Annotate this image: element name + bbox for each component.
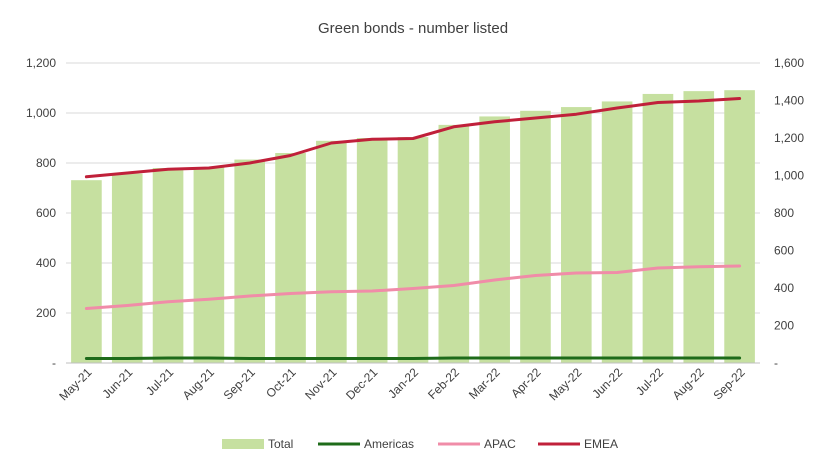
x-tick-label: Sep-22: [710, 365, 747, 402]
legend-label: APAC: [484, 437, 516, 451]
x-tick-label: Dec-21: [343, 365, 380, 402]
x-tick-label: Mar-22: [466, 365, 503, 402]
left-tick-label: 200: [36, 306, 56, 320]
chart-title: Green bonds - number listed: [318, 20, 508, 37]
left-tick-label: -: [52, 356, 56, 370]
right-tick-label: -: [774, 356, 778, 370]
right-tick-label: 200: [774, 319, 794, 333]
legend-item-americas: Americas: [318, 437, 414, 451]
total-bar: [601, 101, 633, 363]
series-line-americas: [84, 356, 742, 360]
legend-label: EMEA: [584, 437, 618, 451]
right-y-axis: - 200 400 600 800 1,000 1,200 1,400 1,600: [774, 56, 804, 370]
right-tick-label: 600: [774, 244, 794, 258]
total-bar: [275, 153, 306, 363]
x-tick-label: Apr-22: [508, 365, 544, 401]
x-tick-label: May-22: [546, 365, 584, 403]
legend-item-emea: EMEA: [538, 437, 618, 451]
left-tick-label: 1,000: [26, 106, 56, 120]
total-bar: [356, 138, 388, 363]
right-tick-label: 1,200: [774, 131, 804, 145]
x-tick-label: Jul-21: [143, 365, 176, 398]
total-bar: [520, 110, 551, 363]
series-line-apac: [84, 264, 742, 310]
x-tick-label: Oct-21: [263, 365, 299, 401]
legend: Total Americas APAC EMEA: [222, 437, 618, 451]
total-bar: [316, 140, 347, 363]
total-bar: [111, 173, 143, 363]
total-bar: [397, 137, 429, 363]
total-bar: [152, 168, 184, 363]
legend-item-total: Total: [222, 437, 293, 451]
total-bar: [71, 180, 102, 363]
x-tick-label: Jul-22: [633, 365, 666, 398]
x-tick-label: Nov-21: [302, 365, 339, 402]
right-tick-label: 400: [774, 281, 794, 295]
x-tick-label: Sep-21: [221, 365, 258, 402]
legend-label: Total: [268, 437, 293, 451]
total-bars: [71, 90, 755, 363]
total-bar: [193, 167, 225, 363]
right-tick-label: 800: [774, 206, 794, 220]
total-bar: [642, 93, 674, 363]
total-bar: [724, 90, 755, 363]
x-axis: May-21 Jun-21 Jul-21 Aug-21 Sep-21 Oct-21 Nov-…: [56, 362, 760, 403]
total-bar: [438, 124, 470, 363]
left-y-axis: - 200 400 600 800 1,000 1,200: [26, 56, 56, 370]
legend-swatch: [222, 439, 264, 449]
total-bar: [234, 159, 266, 363]
x-tick-label: Jun-22: [589, 365, 625, 401]
total-bar: [560, 107, 592, 363]
x-tick-label: Jun-21: [100, 365, 136, 401]
right-tick-label: 1,600: [774, 56, 804, 70]
x-tick-label: Jan-22: [385, 365, 421, 401]
x-tick-label: May-21: [56, 365, 94, 403]
x-tick-label: Aug-22: [670, 365, 707, 402]
series-line-emea: [84, 97, 742, 179]
legend-label: Americas: [364, 437, 414, 451]
right-tick-label: 1,000: [774, 169, 804, 183]
left-tick-label: 600: [36, 206, 56, 220]
left-tick-label: 400: [36, 256, 56, 270]
series-lines: [84, 97, 742, 360]
x-tick-label: Aug-21: [180, 365, 217, 402]
right-tick-label: 1,400: [774, 94, 804, 108]
total-bar: [683, 91, 715, 363]
x-tick-label: Feb-22: [425, 365, 462, 402]
left-tick-label: 1,200: [26, 56, 56, 70]
left-tick-label: 800: [36, 156, 56, 170]
legend-item-apac: APAC: [438, 437, 516, 451]
total-bar: [479, 116, 510, 363]
